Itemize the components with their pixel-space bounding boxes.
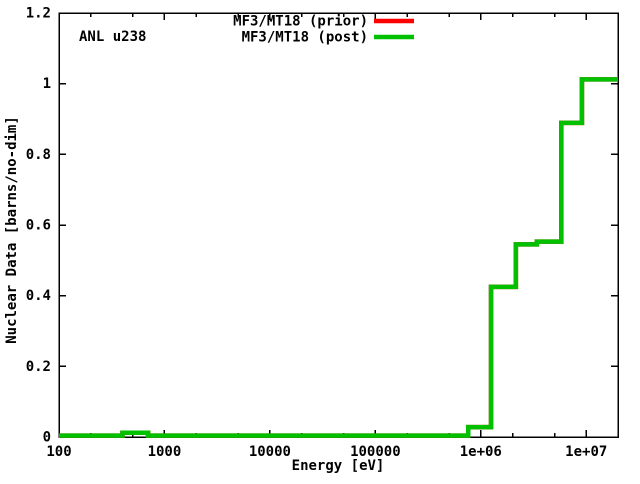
legend-label-prior: MF3/MT18 (prior) bbox=[233, 14, 368, 30]
y-axis-ticks: 0 0.2 0.4 0.6 0.8 1 1.2 bbox=[26, 6, 618, 446]
x-tick-label: 1e+06 bbox=[460, 444, 502, 460]
y-tick-label: 0.4 bbox=[26, 288, 51, 304]
x-tick-label: 1e+07 bbox=[565, 444, 607, 460]
y-tick-label: 1.2 bbox=[26, 6, 51, 22]
x-axis-title: Energy [eV] bbox=[292, 458, 385, 474]
x-tick-label: 100 bbox=[46, 444, 71, 460]
x-tick-label: 1000 bbox=[148, 444, 182, 460]
y-tick-label: 1 bbox=[43, 76, 51, 92]
y-tick-label: 0.6 bbox=[26, 218, 51, 234]
x-tick-label: 10000 bbox=[249, 444, 291, 460]
series-curve bbox=[59, 77, 618, 438]
legend: MF3/MT18 (prior) MF3/MT18 (post) bbox=[233, 14, 414, 46]
plot-border bbox=[58, 12, 619, 438]
y-tick-label: 0 bbox=[43, 430, 51, 446]
y-axis-title: Nuclear Data [barns/no-dim] bbox=[4, 116, 20, 344]
data-series bbox=[59, 77, 618, 438]
x-axis-ticks: 100 1000 10000 100000 1e+06 1e+07 bbox=[46, 13, 607, 460]
y-tick-label: 0.8 bbox=[26, 147, 51, 163]
x-tick-label: 100000 bbox=[350, 444, 401, 460]
legend-label-post: MF3/MT18 (post) bbox=[242, 30, 368, 46]
plot-annotation: ANL u238 bbox=[79, 29, 146, 45]
y-tick-label: 0.2 bbox=[26, 359, 51, 375]
series-curve bbox=[59, 77, 618, 438]
